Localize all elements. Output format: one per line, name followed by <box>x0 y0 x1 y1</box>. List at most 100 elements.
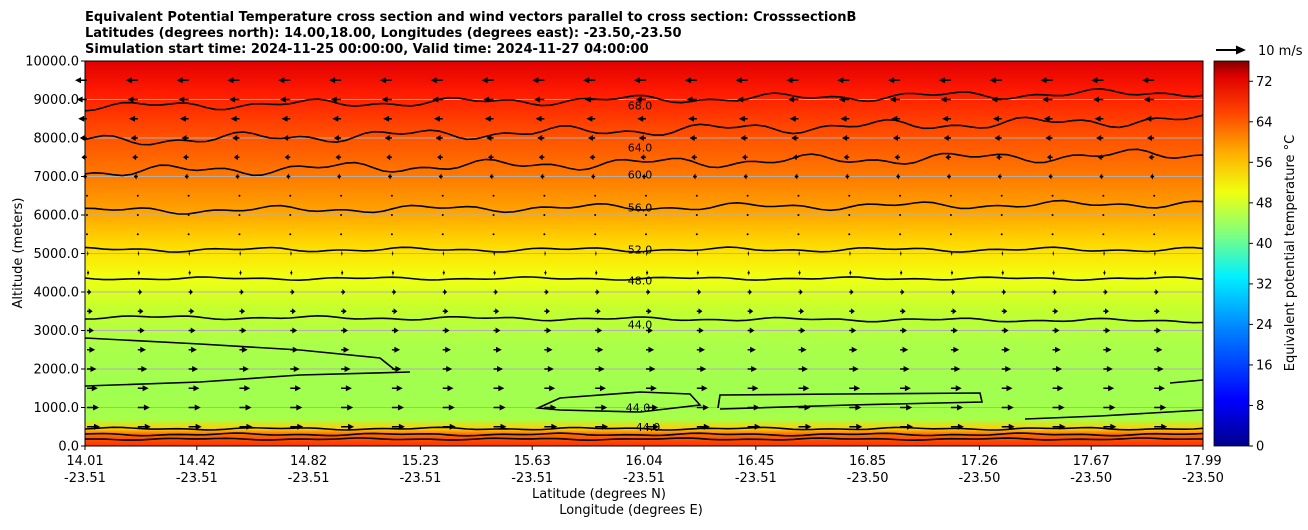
wind-vector <box>746 194 749 197</box>
x-tick-label-lat: 14.42 <box>178 454 215 469</box>
wind-vector <box>438 173 443 180</box>
wind-vector <box>949 214 952 216</box>
wind-vector <box>1154 404 1167 411</box>
wind-vector <box>646 308 652 315</box>
wind-vector <box>894 154 901 161</box>
wind-vector <box>646 327 653 334</box>
wind-vector <box>942 115 951 122</box>
wind-vector <box>341 346 350 353</box>
wind-vector <box>788 96 799 103</box>
wind-vector <box>379 77 392 84</box>
wind-vector <box>1153 233 1156 236</box>
wind-vector <box>384 135 392 141</box>
x-tick-label-lon: -23.50 <box>847 471 889 486</box>
wind-vector <box>634 77 646 84</box>
contour-labels: 68.064.060.056.052.048.044.044.044.0 <box>626 99 661 433</box>
wind-vector <box>950 346 960 353</box>
contour-line <box>84 87 1204 112</box>
wind-vector <box>544 423 558 430</box>
wind-vector <box>849 269 852 276</box>
wind-vector <box>798 327 806 334</box>
wind-vector <box>544 289 549 295</box>
wind-vector <box>992 115 1002 122</box>
contour-label: 44.0 <box>628 319 653 332</box>
wind-vector <box>642 173 646 180</box>
wind-vector <box>391 269 395 276</box>
contour-line <box>717 392 983 410</box>
plot-area: 68.064.060.056.052.048.044.044.044.0 <box>75 60 1204 447</box>
wind-vector <box>798 423 812 430</box>
wind-vector <box>137 308 144 315</box>
wind-vector <box>637 115 646 122</box>
wind-vector <box>290 404 303 411</box>
contour-line <box>84 276 1204 282</box>
wind-vector <box>646 346 655 353</box>
wind-vector <box>341 289 346 295</box>
wind-vector <box>533 96 545 103</box>
wind-vector <box>900 269 903 276</box>
wind-vector <box>1052 308 1059 315</box>
x-tick-label-lon: -23.51 <box>288 471 330 486</box>
wind-vector <box>87 385 98 392</box>
wind-vector <box>87 269 90 276</box>
wind-vector <box>950 366 961 372</box>
wind-vector <box>441 194 444 197</box>
wind-vector <box>435 135 443 141</box>
wind-vector <box>1052 423 1066 430</box>
x-axis: 14.01 -23.51 14.42 -23.51 14.82 -23.51 15.23 -2… <box>64 446 1224 486</box>
wind-vector <box>1001 404 1014 411</box>
wind-vector <box>638 135 646 141</box>
wind-vector <box>386 154 392 161</box>
wind-vector <box>640 154 646 161</box>
wind-vector <box>132 154 138 161</box>
wind-vector <box>1046 154 1053 161</box>
wind-vector <box>1001 327 1009 334</box>
wind-vector <box>433 115 443 122</box>
wind-vector <box>1153 214 1156 216</box>
wind-vector <box>133 173 138 180</box>
wind-vector <box>589 154 596 161</box>
y-tick-label: 10000.0 <box>25 55 79 70</box>
wind-vector <box>188 423 202 430</box>
x-tick-label-lat: 14.82 <box>290 454 327 469</box>
contour-line <box>84 426 1204 431</box>
wind-vector <box>483 96 494 103</box>
wind-vector <box>1102 214 1105 216</box>
wind-vector <box>340 214 343 216</box>
y-tick-label: 7000.0 <box>34 170 80 185</box>
wind-vector <box>646 289 651 295</box>
wind-vector <box>540 173 545 180</box>
wind-vector <box>442 366 453 372</box>
wind-vector <box>544 250 546 257</box>
y-tick-label: 8000.0 <box>34 132 80 147</box>
wind-vector <box>950 404 964 411</box>
wind-vector <box>1154 327 1162 334</box>
wind-vector <box>1001 269 1004 276</box>
wind-vector <box>791 135 799 141</box>
wind-vector <box>341 404 354 411</box>
wind-vector <box>692 173 697 180</box>
chart-title-line-3: Simulation start time: 2024-11-25 00:00:… <box>85 42 649 57</box>
wind-vector <box>238 233 241 236</box>
wind-vector <box>1001 423 1015 430</box>
wind-vector <box>130 135 138 141</box>
wind-vector <box>230 115 240 122</box>
contour-line <box>84 437 1203 442</box>
wind-vector <box>289 233 292 236</box>
wind-vector <box>493 308 500 315</box>
wind-vector <box>341 385 352 392</box>
wind-vector <box>695 214 698 216</box>
wind-vector <box>900 404 913 411</box>
wind-vector <box>432 96 443 103</box>
wind-vector <box>586 115 596 122</box>
wind-vector <box>441 233 444 236</box>
contour-label: 48.0 <box>628 274 653 287</box>
wind-vector <box>229 96 240 103</box>
wind-vector <box>1102 233 1105 236</box>
wind-vector <box>696 385 708 392</box>
wind-vector <box>239 308 246 315</box>
wind-vector <box>950 327 958 334</box>
wind-vector <box>891 115 901 122</box>
contour-line <box>84 337 411 387</box>
